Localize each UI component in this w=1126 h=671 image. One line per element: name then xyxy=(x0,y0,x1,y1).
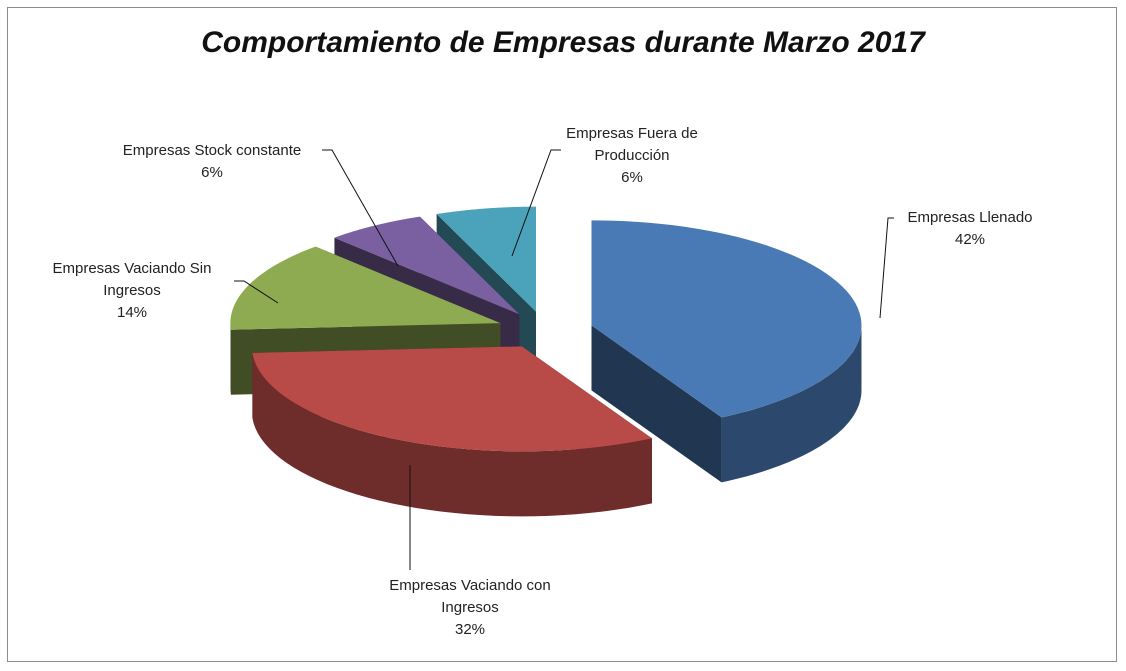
data-label: Empresas Llenado 42% xyxy=(880,207,1060,251)
category-label: Empresas Fuera de Producción xyxy=(566,125,698,164)
category-label: Empresas Vaciando con Ingresos xyxy=(389,577,551,616)
slice-wall xyxy=(252,352,652,517)
leader-line xyxy=(511,149,561,257)
slice-wall xyxy=(230,323,231,395)
chart-title: Comportamiento de Empresas durante Marzo… xyxy=(201,26,925,59)
leader-line xyxy=(234,280,279,304)
slice xyxy=(230,246,501,330)
leader-line xyxy=(322,149,399,267)
value-label: 32% xyxy=(454,621,486,638)
value-label: 6% xyxy=(621,169,643,186)
data-label: Empresas Vaciando Sin Ingresos 14% xyxy=(42,258,222,324)
category-label: Empresas Llenado xyxy=(907,209,1033,226)
slice-group xyxy=(252,346,652,517)
data-label: Empresas Vaciando con Ingresos 32% xyxy=(380,575,560,641)
value-label: 42% xyxy=(954,231,986,248)
chart-frame xyxy=(7,7,1117,662)
slice xyxy=(334,216,520,315)
value-label: 6% xyxy=(201,164,223,181)
slice xyxy=(436,206,537,312)
data-label: Empresas Stock constante 6% xyxy=(102,140,322,184)
slice-group xyxy=(591,220,862,483)
data-label: Empresas Fuera de Producción 6% xyxy=(557,123,707,189)
value-label: 14% xyxy=(116,304,148,321)
category-label: Empresas Stock constante xyxy=(122,142,302,159)
slice xyxy=(252,346,652,452)
slice-wall xyxy=(721,325,862,483)
leader-line xyxy=(879,217,894,319)
slice-side xyxy=(591,325,722,483)
slice xyxy=(591,220,862,418)
category-label: Empresas Vaciando Sin Ingresos xyxy=(52,260,212,299)
